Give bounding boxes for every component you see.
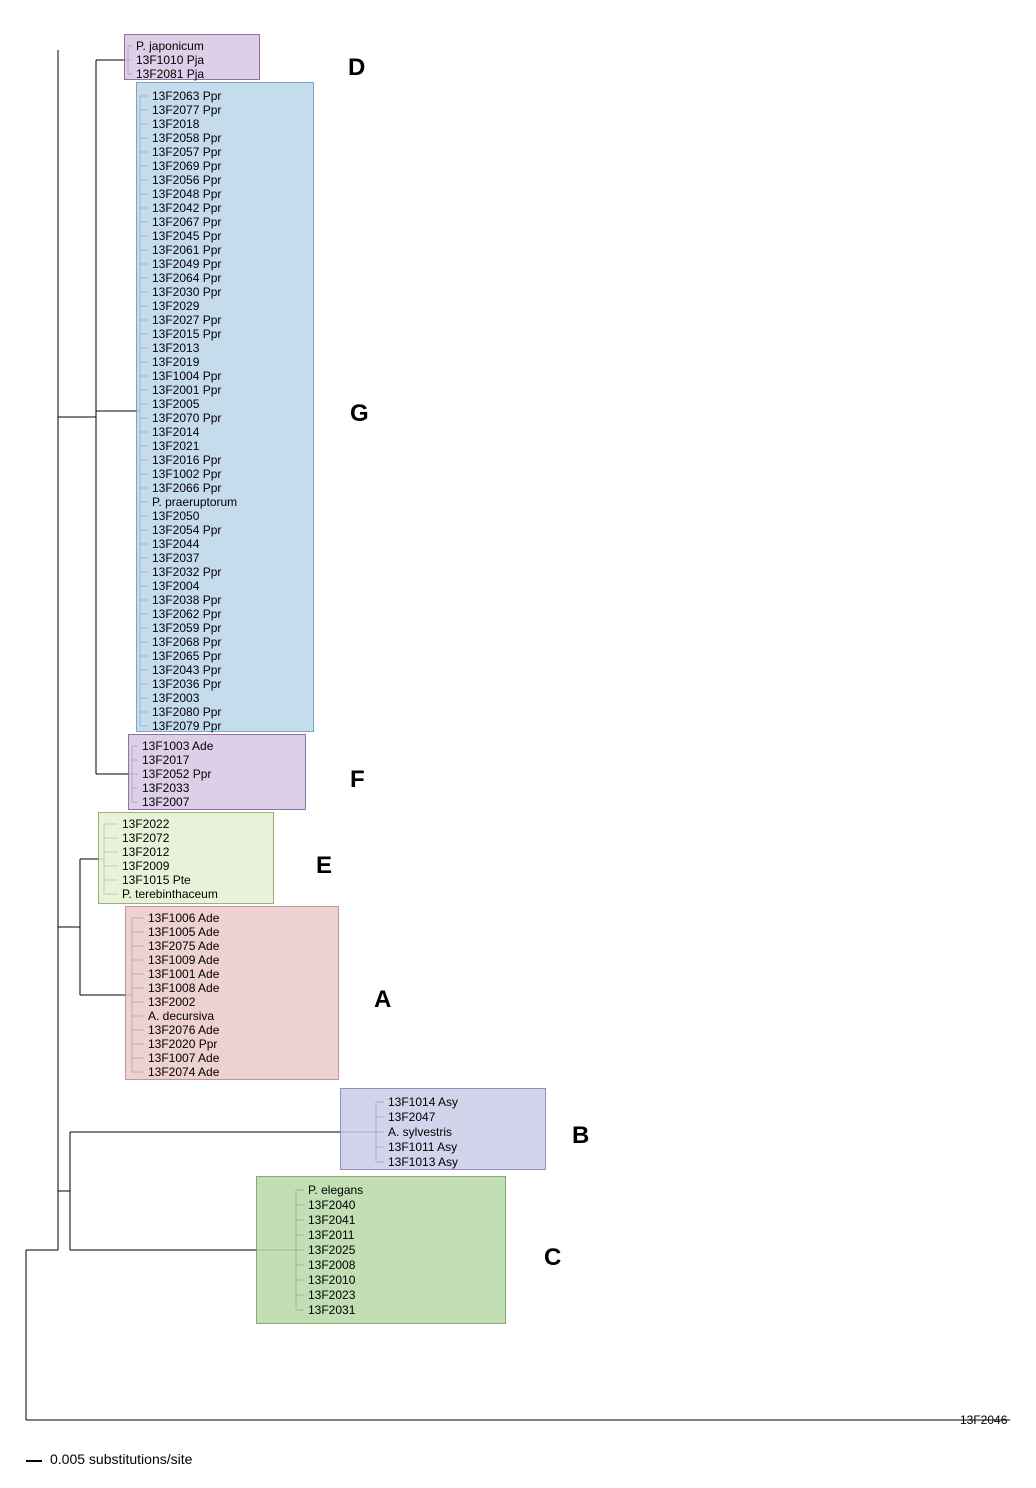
tip-label: 13F2069 Ppr bbox=[152, 160, 221, 172]
tip-label: 13F2080 Ppr bbox=[152, 706, 221, 718]
tip-label: 13F2011 bbox=[308, 1229, 354, 1241]
tip-label: 13F2067 Ppr bbox=[152, 216, 221, 228]
tip-label: 13F2010 bbox=[308, 1274, 355, 1286]
tip-label: 13F1001 Ade bbox=[148, 968, 219, 980]
tip-label: 13F2064 Ppr bbox=[152, 272, 221, 284]
tip-label: 13F2001 Ppr bbox=[152, 384, 221, 396]
phylo-tree-figure: D P. japonicum 13F1010 Pja 13F2081 Pja G 13F2… bbox=[0, 0, 1036, 1488]
tip-label: 13F2062 Ppr bbox=[152, 608, 221, 620]
tip-label: 13F2022 bbox=[122, 818, 169, 830]
tip-label: 13F2015 Ppr bbox=[152, 328, 221, 340]
tip-label: 13F2052 Ppr bbox=[142, 768, 211, 780]
tip-label: 13F2066 Ppr bbox=[152, 482, 221, 494]
tip-label: 13F1008 Ade bbox=[148, 982, 219, 994]
outgroup-label: 13F2046 bbox=[960, 1414, 1007, 1426]
clade-label-g: G bbox=[350, 400, 369, 428]
clade-label-a: A bbox=[374, 986, 391, 1014]
scale-bar bbox=[26, 1460, 42, 1462]
tip-label: 13F1006 Ade bbox=[148, 912, 219, 924]
tip-label: 13F2074 Ade bbox=[148, 1066, 219, 1078]
tip-label: 13F2058 Ppr bbox=[152, 132, 221, 144]
tip-label: 13F2050 bbox=[152, 510, 199, 522]
tip-label: 13F2023 bbox=[308, 1289, 355, 1301]
tip-label: 13F2025 bbox=[308, 1244, 355, 1256]
tip-label: 13F1003 Ade bbox=[142, 740, 213, 752]
tip-label: 13F2021 bbox=[152, 440, 199, 452]
tip-label: 13F2043 Ppr bbox=[152, 664, 221, 676]
tip-label: 13F2016 Ppr bbox=[152, 454, 221, 466]
tip-label: 13F1013 Asy bbox=[388, 1156, 458, 1168]
tip-label: 13F2033 bbox=[142, 782, 189, 794]
tip-label: 13F2076 Ade bbox=[148, 1024, 219, 1036]
tip-label: 13F2027 Ppr bbox=[152, 314, 221, 326]
tip-label: 13F2005 bbox=[152, 398, 199, 410]
tip-label: 13F1011 Asy bbox=[388, 1141, 457, 1153]
tip-label: 13F1004 Ppr bbox=[152, 370, 221, 382]
scale-bar-label: 0.005 substitutions/site bbox=[50, 1451, 192, 1467]
tip-label: P. japonicum bbox=[136, 40, 204, 52]
tip-label: 13F2019 bbox=[152, 356, 199, 368]
tip-label: 13F2014 bbox=[152, 426, 199, 438]
tip-label: 13F2044 bbox=[152, 538, 199, 550]
tip-label: 13F2008 bbox=[308, 1259, 355, 1271]
tip-label: 13F2012 bbox=[122, 846, 169, 858]
tip-label: 13F2038 Ppr bbox=[152, 594, 221, 606]
tip-label: P. praeruptorum bbox=[152, 496, 237, 508]
tip-label: 13F2063 Ppr bbox=[152, 90, 221, 102]
tip-label: 13F2049 Ppr bbox=[152, 258, 221, 270]
tip-label: 13F2017 bbox=[142, 754, 189, 766]
tip-label: 13F2020 Ppr bbox=[148, 1038, 217, 1050]
tip-label: 13F2032 Ppr bbox=[152, 566, 221, 578]
tip-label: 13F2040 bbox=[308, 1199, 355, 1211]
tip-label: 13F2065 Ppr bbox=[152, 650, 221, 662]
clade-label-b: B bbox=[572, 1122, 589, 1150]
tip-label: 13F2031 bbox=[308, 1304, 355, 1316]
tip-label: 13F2081 Pja bbox=[136, 68, 204, 80]
tip-label: 13F2002 bbox=[148, 996, 195, 1008]
tip-label: 13F2003 bbox=[152, 692, 199, 704]
tip-label: 13F2013 bbox=[152, 342, 199, 354]
clade-label-f: F bbox=[350, 766, 365, 794]
clade-label-e: E bbox=[316, 852, 332, 880]
tip-label: 13F2072 bbox=[122, 832, 169, 844]
tip-label: 13F2036 Ppr bbox=[152, 678, 221, 690]
tip-label: 13F1005 Ade bbox=[148, 926, 219, 938]
tip-label: 13F2061 Ppr bbox=[152, 244, 221, 256]
tip-label: 13F2075 Ade bbox=[148, 940, 219, 952]
tip-label: 13F2030 Ppr bbox=[152, 286, 221, 298]
tip-label: 13F1010 Pja bbox=[136, 54, 204, 66]
tip-label: 13F2037 bbox=[152, 552, 199, 564]
tip-label: 13F2041 bbox=[308, 1214, 355, 1226]
tip-label: 13F2045 Ppr bbox=[152, 230, 221, 242]
tip-label: 13F1014 Asy bbox=[388, 1096, 458, 1108]
clade-label-c: C bbox=[544, 1244, 561, 1272]
tip-label: 13F1007 Ade bbox=[148, 1052, 219, 1064]
tip-label: 13F2068 Ppr bbox=[152, 636, 221, 648]
tip-label: A. decursiva bbox=[148, 1010, 214, 1022]
tip-label: 13F2057 Ppr bbox=[152, 146, 221, 158]
tip-label: 13F2009 bbox=[122, 860, 169, 872]
tip-label: 13F2056 Ppr bbox=[152, 174, 221, 186]
tip-label: 13F2042 Ppr bbox=[152, 202, 221, 214]
tip-label: P. elegans bbox=[308, 1184, 363, 1196]
tip-label: 13F2004 bbox=[152, 580, 199, 592]
tip-label: 13F2048 Ppr bbox=[152, 188, 221, 200]
tip-label: 13F2047 bbox=[388, 1111, 435, 1123]
tip-label: 13F2077 Ppr bbox=[152, 104, 221, 116]
tip-label: 13F1015 Pte bbox=[122, 874, 191, 886]
tip-label: 13F2079 Ppr bbox=[152, 720, 221, 732]
tip-label: 13F2029 bbox=[152, 300, 199, 312]
tip-label: A. sylvestris bbox=[388, 1126, 452, 1138]
tip-label: 13F2054 Ppr bbox=[152, 524, 221, 536]
tip-label: 13F2059 Ppr bbox=[152, 622, 221, 634]
clade-box-c bbox=[256, 1176, 506, 1324]
tip-label: 13F2018 bbox=[152, 118, 199, 130]
tip-label: 13F2007 bbox=[142, 796, 189, 808]
clade-label-d: D bbox=[348, 54, 365, 82]
tip-label: P. terebinthaceum bbox=[122, 888, 218, 900]
tip-label: 13F2070 Ppr bbox=[152, 412, 221, 424]
tip-label: 13F1002 Ppr bbox=[152, 468, 221, 480]
tip-label: 13F1009 Ade bbox=[148, 954, 219, 966]
